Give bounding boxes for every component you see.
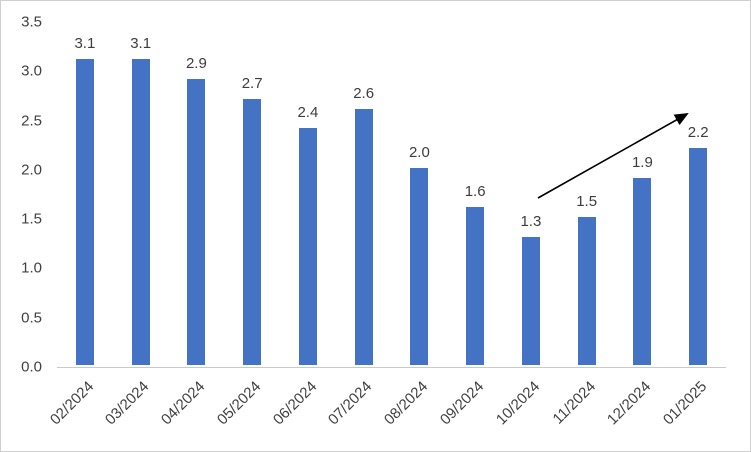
bar-value-label: 2.9 <box>185 55 207 73</box>
x-tick: 05/2024 <box>214 368 280 451</box>
bar-slot: 1.9 <box>615 20 671 365</box>
bar-slot: 3.1 <box>57 20 113 365</box>
bar-value-label: 2.7 <box>241 74 263 92</box>
bar <box>354 108 373 365</box>
x-tick: 02/2024 <box>47 368 113 451</box>
bar-value-label: 1.6 <box>464 183 486 201</box>
bar-slot: 2.7 <box>224 20 280 365</box>
y-tick-label: 1.5 <box>21 210 42 228</box>
y-tick-label: 3.5 <box>21 13 42 31</box>
bar-value-label: 1.9 <box>631 153 653 171</box>
bar-slot: 2.6 <box>336 20 392 365</box>
x-axis: 02/2024 03/2024 04/2024 05/2024 06/2024 07/20… <box>47 368 726 451</box>
x-tick: 12/2024 <box>604 368 671 451</box>
bar-slot: 1.3 <box>503 20 559 365</box>
bar <box>466 207 485 365</box>
y-axis: 0.0 0.5 1.0 1.5 2.0 2.5 3.0 3.5 <box>1 1 56 451</box>
bar-slot: 1.6 <box>447 20 503 365</box>
bar <box>577 217 596 365</box>
bar <box>187 79 206 365</box>
bar <box>298 128 317 365</box>
bar-value-label: 1.3 <box>520 212 542 230</box>
bar <box>131 59 150 365</box>
y-tick-label: 0.0 <box>21 358 42 376</box>
bar-value-label: 2.0 <box>408 143 430 161</box>
y-tick-label: 2.5 <box>21 112 42 130</box>
bar <box>633 177 652 365</box>
x-tick: 10/2024 <box>493 368 559 451</box>
x-tick: 01/2025 <box>660 368 726 451</box>
bar-value-label: 3.1 <box>130 35 152 53</box>
x-tick: 03/2024 <box>102 368 169 451</box>
bar <box>689 148 708 365</box>
x-axis-line <box>57 367 726 368</box>
x-tick: 04/2024 <box>158 368 225 451</box>
x-tick: 06/2024 <box>270 368 336 451</box>
bar <box>521 236 540 365</box>
bar <box>75 59 94 365</box>
y-tick-label: 0.5 <box>21 309 42 327</box>
bar-slot: 2.0 <box>392 20 448 365</box>
bar-value-label: 3.1 <box>74 35 96 53</box>
x-tick: 11/2024 <box>549 368 615 451</box>
bar <box>243 98 262 365</box>
bar-value-label: 2.2 <box>687 124 709 142</box>
bar-slot: 1.5 <box>559 20 615 365</box>
plot-area: 3.1 3.1 2.9 2.7 2.4 2.6 2.0 1.6 1.3 1.5 1.9 2.2 <box>57 20 726 365</box>
bar-value-label: 2.6 <box>353 84 375 102</box>
x-tick: 09/2024 <box>437 368 503 451</box>
bar-slot: 2.4 <box>280 20 336 365</box>
y-tick-label: 2.0 <box>21 161 42 179</box>
bar-slot: 2.9 <box>169 20 225 365</box>
bar-slot: 2.2 <box>670 20 726 365</box>
y-tick-label: 3.0 <box>21 62 42 80</box>
x-tick: 08/2024 <box>381 368 448 451</box>
bar <box>410 167 429 365</box>
x-tick: 07/2024 <box>325 368 392 451</box>
y-tick-label: 1.0 <box>21 259 42 277</box>
bar-value-label: 1.5 <box>576 193 598 211</box>
bar-value-label: 2.4 <box>297 104 319 122</box>
bar-slot: 3.1 <box>113 20 169 365</box>
